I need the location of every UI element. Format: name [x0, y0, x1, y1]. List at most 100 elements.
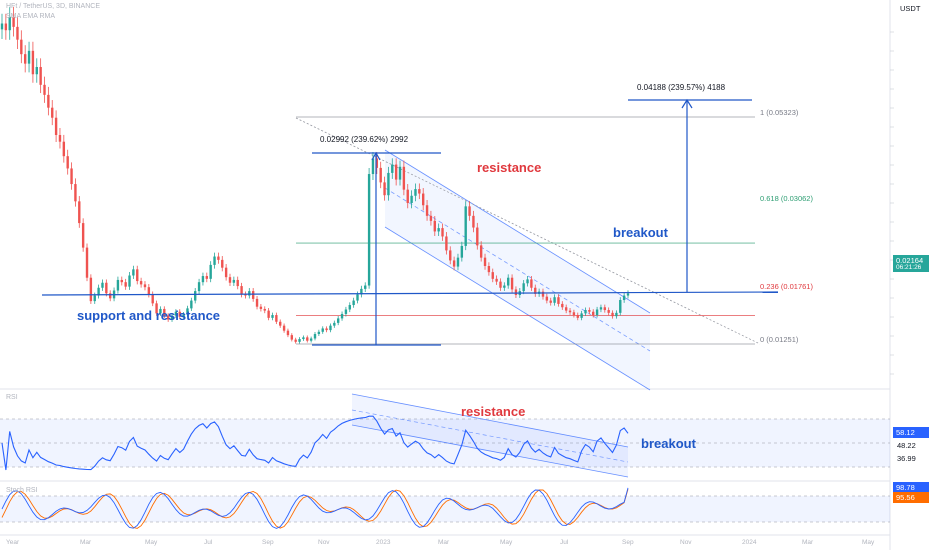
candle [356, 294, 359, 301]
candle [116, 279, 120, 291]
drawing-lines[interactable] [41, 98, 779, 346]
rsi-channel-mid [351, 409, 629, 463]
candle [155, 303, 158, 314]
candle [456, 257, 460, 267]
candle [340, 313, 344, 319]
candle [267, 310, 270, 318]
candle [313, 334, 317, 339]
candle [441, 228, 444, 237]
symbol-legend[interactable]: HFt / TetherUS, 3D, BINANCE [6, 3, 101, 10]
measure-label-1: 0.02992 (239.62%) 2992 [320, 135, 409, 144]
candle [81, 223, 85, 248]
candle [599, 307, 603, 310]
candle [251, 291, 255, 299]
candle [58, 135, 62, 142]
candle [530, 279, 533, 288]
candle [329, 325, 332, 331]
candle [622, 295, 626, 301]
candle [483, 257, 487, 267]
candle [101, 282, 104, 288]
measure-2-head [681, 98, 693, 109]
candle [93, 295, 96, 302]
candle [549, 300, 552, 303]
candle [279, 321, 282, 326]
time-tick-label: Mar [438, 539, 450, 546]
candle [43, 84, 46, 95]
candle [364, 285, 367, 289]
candle [615, 312, 618, 317]
candle [182, 314, 185, 317]
candle [306, 337, 309, 341]
price-channel-top [384, 149, 651, 314]
indicator-legend[interactable]: SMA EMA RMA [6, 13, 56, 20]
stoch-title[interactable]: Stoch RSI [6, 487, 38, 494]
candle [476, 227, 479, 246]
candle [445, 236, 448, 251]
fib-label-0: 0 (0.01251) [760, 335, 799, 344]
candlestick-series [0, 6, 630, 344]
stoch-band [0, 496, 890, 522]
time-tick-label: Mar [80, 539, 92, 546]
candle [194, 291, 197, 301]
candle [491, 272, 494, 279]
candle [398, 166, 402, 180]
candle [406, 189, 409, 204]
candle [89, 277, 93, 302]
candle [166, 315, 170, 320]
candle [588, 310, 591, 312]
candle [51, 107, 54, 118]
candle [526, 279, 529, 284]
candle [576, 315, 579, 318]
candle [429, 215, 433, 221]
stoch-rsi-series [1, 487, 629, 529]
candle [286, 330, 290, 336]
candle [607, 310, 610, 313]
candle [391, 164, 394, 173]
candle [271, 315, 274, 318]
price-channel-mid [384, 187, 651, 352]
candle [70, 168, 73, 185]
candle [143, 284, 147, 288]
candle [371, 158, 375, 175]
price-axis[interactable] [890, 31, 894, 375]
candle [120, 279, 123, 283]
candle [495, 278, 498, 282]
time-tick-label: 2023 [376, 539, 391, 546]
candle [522, 283, 525, 292]
candle [479, 245, 483, 258]
candle [321, 328, 324, 332]
time-tick-label: May [862, 539, 875, 546]
rsi-title[interactable]: RSI [6, 394, 18, 401]
currency-label[interactable]: USDT [900, 4, 921, 13]
candle [85, 247, 89, 278]
candle [174, 311, 178, 316]
candle [611, 312, 614, 317]
candle [0, 23, 4, 30]
candle [534, 287, 537, 294]
candle [514, 289, 518, 295]
rsi-resistance-label: resistance [461, 404, 526, 419]
candle [97, 287, 100, 296]
candle [136, 269, 139, 282]
candle [139, 281, 143, 285]
candle [344, 309, 348, 314]
candle [348, 305, 351, 310]
candle [248, 291, 251, 296]
candle [507, 277, 510, 286]
time-tick-label: Year [6, 539, 20, 546]
time-tick-label: May [145, 539, 158, 546]
candle [452, 260, 456, 267]
candle [232, 279, 236, 283]
candle [201, 276, 205, 283]
time-tick-label: Sep [262, 539, 274, 546]
candle [236, 279, 239, 287]
candle [78, 201, 81, 224]
breakout-label: breakout [613, 225, 668, 240]
bar-timer: 06:21:26 [893, 263, 929, 272]
candle [510, 277, 514, 290]
candle [108, 293, 112, 299]
candle [360, 288, 363, 295]
candle [584, 310, 587, 314]
candle [124, 282, 127, 287]
